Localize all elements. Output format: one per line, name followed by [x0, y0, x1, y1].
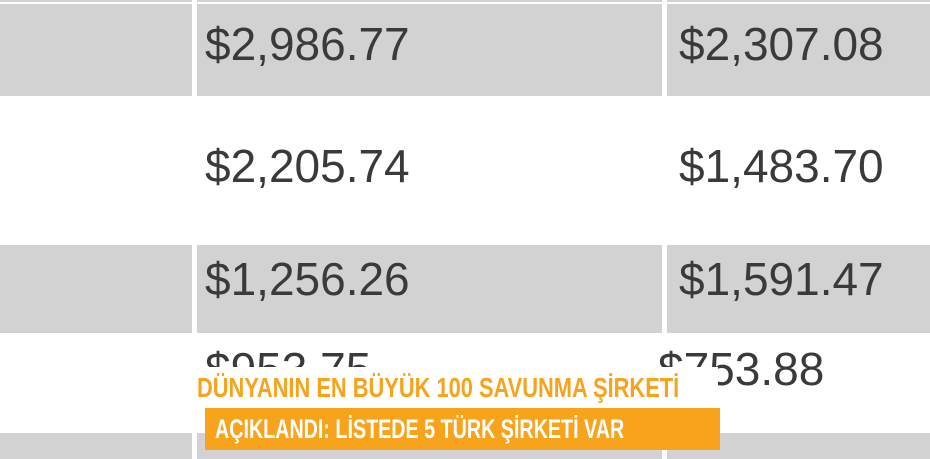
table-cell-empty [0, 433, 192, 459]
headline-line2-text: AÇIKLANDI: LİSTEDE 5 TÜRK ŞİRKETİ VAR [215, 413, 625, 444]
headline-line1-text: DÜNYANIN EN BÜYÜK 100 SAVUNMA ŞİRKETİ [197, 371, 680, 403]
table-row-top-sliver [0, 0, 192, 2]
table-row-top-sliver [197, 0, 662, 2]
value-text: $1,256.26 [205, 253, 410, 305]
table-cell-empty [0, 4, 192, 96]
table-cell-empty [0, 245, 192, 333]
table-cell-empty [0, 96, 192, 245]
table-cell-value: $2,205.74 [197, 96, 662, 245]
table-cell-empty [0, 333, 192, 433]
table-cell-value: $1,483.70 [667, 96, 930, 245]
value-text: $2,986.77 [205, 17, 410, 70]
value-text: $1,591.47 [679, 253, 884, 305]
table-cell-value: $2,986.77 [197, 4, 662, 96]
table-cell-value: $2,307.08 [667, 4, 930, 96]
value-text: $1,483.70 [679, 140, 884, 192]
value-text: $2,205.74 [205, 140, 410, 192]
table-cell-value: $1,256.26 [197, 245, 662, 333]
headline-line2-background: AÇIKLANDI: LİSTEDE 5 TÜRK ŞİRKETİ VAR [205, 408, 720, 450]
table-cell-value: $1,591.47 [667, 245, 930, 333]
value-text: $2,307.08 [679, 17, 884, 70]
headline-line1-background: DÜNYANIN EN BÜYÜK 100 SAVUNMA ŞİRKETİ [190, 367, 718, 408]
table-row-top-sliver [667, 0, 930, 2]
